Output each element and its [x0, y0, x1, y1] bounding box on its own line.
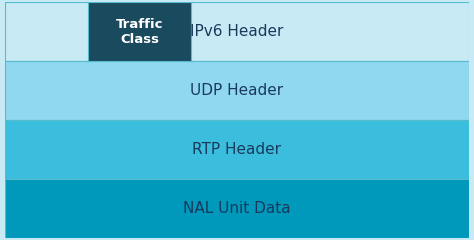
Text: Traffic
Class: Traffic Class — [116, 18, 163, 46]
Bar — [5, 2, 469, 61]
Bar — [5, 179, 469, 238]
Bar — [88, 2, 191, 61]
Bar — [5, 120, 469, 179]
Text: NAL Unit Data: NAL Unit Data — [183, 201, 291, 216]
Text: UDP Header: UDP Header — [191, 83, 283, 98]
Bar — [5, 61, 469, 120]
Text: IPv6 Header: IPv6 Header — [191, 24, 283, 39]
Text: RTP Header: RTP Header — [192, 142, 282, 157]
